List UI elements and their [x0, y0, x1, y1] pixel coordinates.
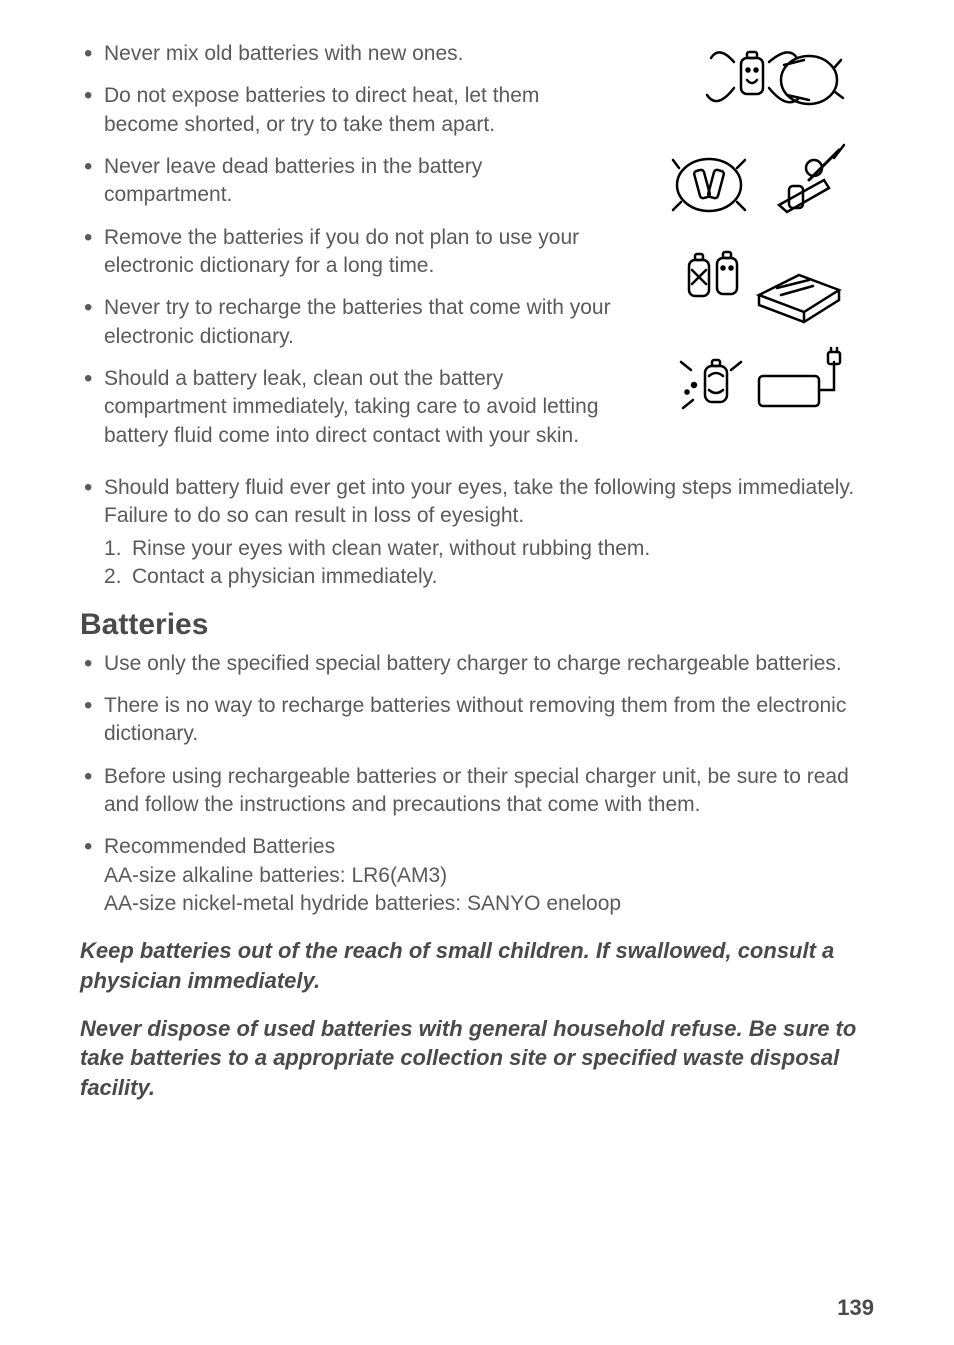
- illustration-col: [644, 40, 874, 425]
- bullet-item: Do not expose batteries to direct heat, …: [80, 82, 614, 139]
- fluid-list: Should battery fluid ever get into your …: [80, 474, 874, 591]
- warning-children: Keep batteries out of the reach of small…: [80, 936, 874, 995]
- recommend-text: Recommended Batteries AA-size alkaline b…: [104, 835, 621, 915]
- top-bullet-list: Never mix old batteries with new ones. D…: [80, 40, 614, 450]
- bullet-item: Before using rechargeable batteries or t…: [80, 763, 874, 820]
- fluid-steps: Rinse your eyes with clean water, withou…: [104, 535, 874, 592]
- section-bullet-list: Use only the specified special battery c…: [80, 650, 874, 919]
- battery-heat-short-icon: [659, 140, 859, 225]
- bullet-item: Use only the specified special battery c…: [80, 650, 874, 678]
- bullet-item: Remove the batteries if you do not plan …: [80, 224, 614, 281]
- battery-mix-icon: [659, 40, 859, 125]
- page-number: 139: [837, 1295, 874, 1321]
- dead-battery-compartment-icon: [659, 240, 859, 325]
- bullet-item-fluid: Should battery fluid ever get into your …: [80, 474, 874, 591]
- top-text-col: Never mix old batteries with new ones. D…: [80, 40, 614, 464]
- bullet-item: Never try to recharge the batteries that…: [80, 294, 614, 351]
- bullet-item: Recommended Batteries AA-size alkaline b…: [80, 833, 874, 918]
- fluid-text: Should battery fluid ever get into your …: [104, 476, 854, 527]
- bullet-item: Never leave dead batteries in the batter…: [80, 153, 614, 210]
- step-item: Rinse your eyes with clean water, withou…: [104, 535, 874, 563]
- batteries-heading: Batteries: [80, 608, 874, 642]
- top-row: Never mix old batteries with new ones. D…: [80, 40, 874, 464]
- bullet-item: There is no way to recharge batteries wi…: [80, 692, 874, 749]
- battery-recharge-icon: [659, 340, 859, 425]
- bullet-item: Should a battery leak, clean out the bat…: [80, 365, 614, 450]
- step-item: Contact a physician immediately.: [104, 563, 874, 591]
- bullet-item: Never mix old batteries with new ones.: [80, 40, 614, 68]
- warning-disposal: Never dispose of used batteries with gen…: [80, 1014, 874, 1103]
